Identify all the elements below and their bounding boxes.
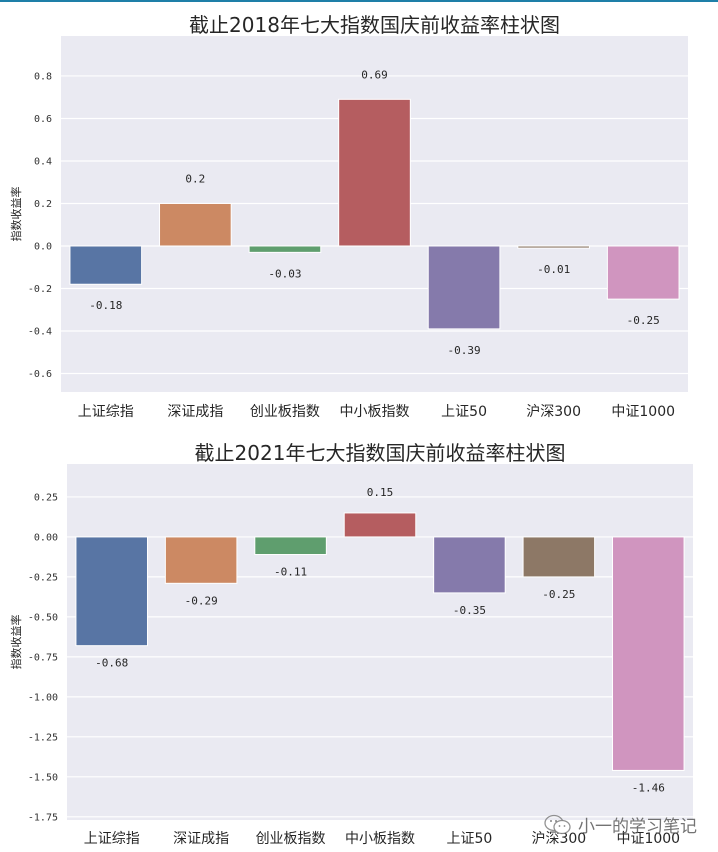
bar-5 xyxy=(433,536,506,594)
x-tick-label: 中证1000 xyxy=(611,404,675,420)
x-tick-label: 深证成指 xyxy=(173,831,229,847)
chart-title: 截止2021年七大指数国庆前收益率柱状图 xyxy=(195,441,566,465)
y-tick-label: -0.2 xyxy=(28,284,52,295)
bar-5 xyxy=(427,245,501,330)
bar-7 xyxy=(606,245,680,300)
bar-2 xyxy=(164,536,238,584)
bar-6 xyxy=(517,245,590,249)
bar-1 xyxy=(75,536,148,647)
y-tick-label: -1.25 xyxy=(28,732,58,743)
bar-4 xyxy=(343,512,417,538)
bar-6 xyxy=(522,536,596,578)
bar-value-label: -0.11 xyxy=(274,566,307,579)
wechat-icon xyxy=(544,814,571,834)
bar-value-label: -0.25 xyxy=(542,588,575,601)
y-tick-label: -0.6 xyxy=(28,369,52,380)
bar-2 xyxy=(159,202,232,247)
y-tick-label: 0.00 xyxy=(34,532,58,543)
bar-7 xyxy=(612,536,685,771)
bar-3 xyxy=(248,245,322,253)
y-tick-label: 0.4 xyxy=(34,156,52,167)
x-tick-label: 上证综指 xyxy=(84,831,140,847)
bar-value-label: -1.46 xyxy=(632,781,665,794)
y-tick-label: 0.25 xyxy=(34,492,58,503)
watermark: 小一的学习笔记 xyxy=(544,812,697,837)
bar-value-label: -0.39 xyxy=(448,344,481,357)
bar-1 xyxy=(69,245,143,285)
top-rule xyxy=(0,0,718,2)
watermark-text: 小一的学习笔记 xyxy=(578,817,697,837)
x-tick-label: 中小板指数 xyxy=(340,404,410,420)
chart-title: 截止2018年七大指数国庆前收益率柱状图 xyxy=(189,13,560,37)
y-axis-label: 指数收益率 xyxy=(9,615,23,670)
x-tick-label: 上证综指 xyxy=(78,404,134,420)
y-tick-label: -1.50 xyxy=(28,772,58,783)
chart-2021: 截止2021年七大指数国庆前收益率柱状图 0.25 0.00 -0.25 -0.50 -0… xyxy=(9,441,693,847)
x-tick-label: 上证50 xyxy=(447,831,493,847)
chart-2018: 截止2018年七大指数国庆前收益率柱状图 0.8 0.6 0.4 0.2 0.0 -0.2 -… xyxy=(9,13,688,420)
x-tick-label: 中证1000 xyxy=(616,831,680,847)
y-tick-label: -0.50 xyxy=(28,612,58,623)
bar-value-label: 0.69 xyxy=(361,68,388,81)
x-tick-label: 上证50 xyxy=(441,404,487,420)
bar-value-label: -0.68 xyxy=(95,657,128,670)
y-tick-label: 0.6 xyxy=(34,114,52,125)
y-tick-label: 0.8 xyxy=(34,71,52,82)
bar-4 xyxy=(338,98,411,247)
bar-value-label: 0.2 xyxy=(185,172,205,185)
bar-value-label: -0.29 xyxy=(185,594,218,607)
bar-value-label: -0.01 xyxy=(537,263,570,276)
bar-value-label: 0.15 xyxy=(367,486,394,499)
bar-value-label: -0.03 xyxy=(268,267,301,280)
y-tick-label: -0.25 xyxy=(28,572,58,583)
y-tick-label: 0.0 xyxy=(34,241,52,252)
bar-value-label: -0.25 xyxy=(627,314,660,327)
bar-value-label: -0.18 xyxy=(89,299,122,312)
x-tick-label: 沪深300 xyxy=(531,831,586,847)
x-tick-label: 创业板指数 xyxy=(256,831,326,847)
y-tick-label: -0.75 xyxy=(28,652,58,663)
y-tick-label: -1.00 xyxy=(28,692,58,703)
x-tick-label: 深证成指 xyxy=(167,404,223,420)
x-tick-label: 中小板指数 xyxy=(345,831,415,847)
bar-value-label: -0.35 xyxy=(453,604,486,617)
bar-3 xyxy=(254,536,327,556)
y-tick-label: -0.4 xyxy=(28,327,52,338)
x-tick-label: 创业板指数 xyxy=(250,404,320,420)
x-tick-label: 沪深300 xyxy=(526,404,581,420)
y-tick-label: -1.75 xyxy=(28,812,58,823)
y-axis-label: 指数收益率 xyxy=(9,187,23,242)
y-tick-label: 0.2 xyxy=(34,199,52,210)
